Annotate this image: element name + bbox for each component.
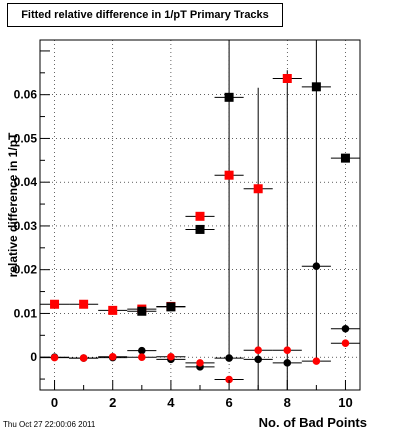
square-marker (224, 170, 234, 180)
square-marker (224, 92, 234, 102)
circle-marker (138, 346, 146, 355)
square-marker (166, 302, 176, 312)
circle-marker (312, 262, 321, 270)
square-marker (108, 305, 118, 315)
x-axis-label: No. of Bad Points (259, 415, 367, 430)
x-tick-label: 8 (284, 395, 291, 410)
circle-marker (312, 357, 321, 365)
circle-marker (79, 354, 88, 362)
y-tick-label: 0.04 (14, 175, 38, 189)
circle-marker (341, 339, 350, 347)
y-tick-label: 0.01 (14, 306, 38, 320)
y-axis-label: relative difference in 1/pT (6, 132, 20, 277)
square-marker (195, 211, 205, 221)
circle-marker (225, 375, 233, 384)
circle-marker (341, 324, 350, 333)
square-marker (340, 153, 350, 163)
x-tick-label: 4 (167, 395, 175, 410)
circle-marker (50, 353, 59, 362)
square-marker (50, 299, 60, 309)
square-marker (282, 74, 292, 83)
chart-title: Fitted relative difference in 1/pT Prima… (7, 3, 283, 27)
timestamp: Thu Oct 27 22:00:06 2011 (3, 420, 96, 429)
circle-marker (167, 352, 175, 361)
circle-marker (283, 359, 292, 367)
circle-marker (108, 352, 117, 361)
circle-marker (196, 359, 204, 367)
square-marker (195, 224, 205, 234)
square-marker (253, 184, 263, 194)
y-tick-label: 0.05 (14, 131, 38, 145)
circle-marker (225, 354, 233, 362)
x-tick-label: 10 (338, 395, 352, 410)
square-marker (311, 82, 321, 92)
y-tick-label: 0.02 (14, 263, 38, 277)
axes: 0 2 4 6 8 10 0 0.01 0.02 0.03 0.04 0.05 0.06 (14, 39, 361, 410)
circle-marker (283, 346, 292, 354)
square-marker (79, 299, 89, 309)
x-tick-label: 2 (109, 395, 116, 410)
y-tick-label: 0 (30, 350, 37, 364)
circle-marker (138, 353, 146, 361)
square-marker (137, 306, 147, 316)
circle-marker (254, 355, 262, 364)
circle-marker (254, 346, 262, 354)
y-tick-label: 0.03 (14, 219, 38, 233)
x-tick-label: 6 (225, 395, 232, 410)
x-tick-label: 0 (51, 395, 58, 410)
markers (50, 74, 350, 384)
y-tick-label: 0.06 (14, 88, 38, 102)
